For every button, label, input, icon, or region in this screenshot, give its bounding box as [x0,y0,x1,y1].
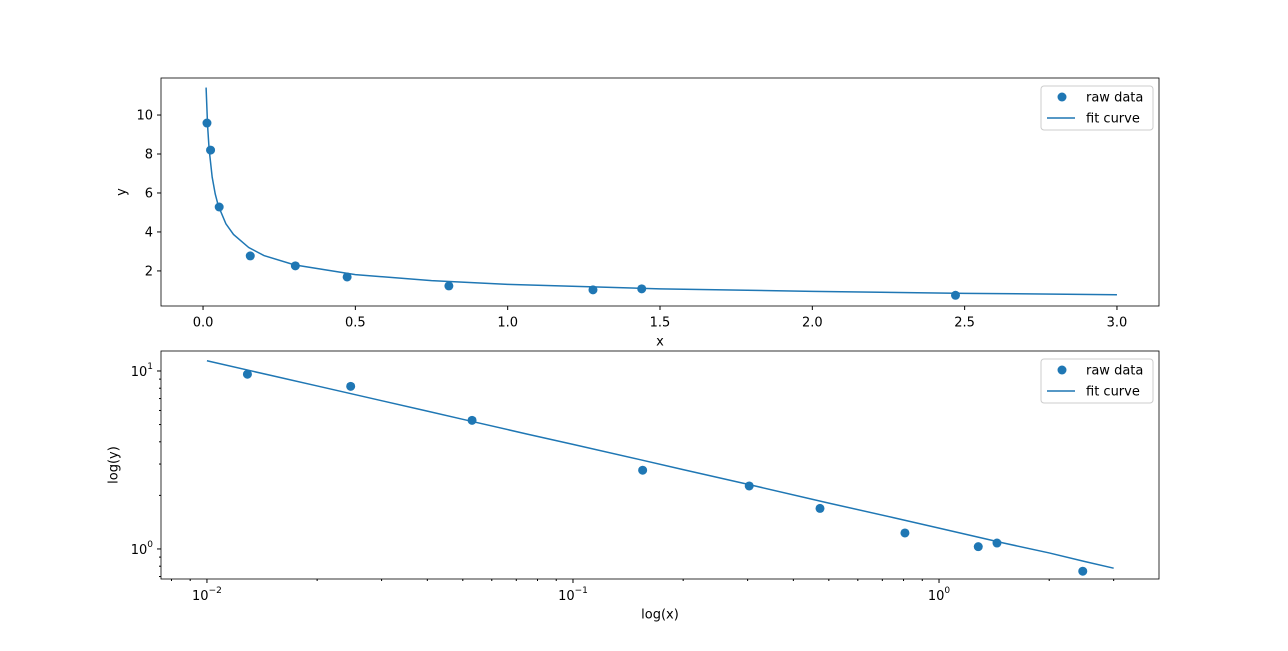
legend-label: raw data [1086,91,1143,106]
x-tick-label: 10−1 [558,586,588,604]
y-tick-label: 4 [145,225,153,240]
y-tick-label: 2 [145,264,153,279]
y-tick-label: 6 [145,186,153,201]
data-point [290,261,300,271]
y-axis-label: log(y) [107,446,122,484]
data-point [992,538,1002,548]
legend-label: fit curve [1086,112,1140,127]
x-axis-label: x [656,335,664,350]
data-point [951,290,961,300]
y-tick-label: 10 [136,109,153,124]
axes-frame [160,77,1160,307]
data-point [1078,566,1088,576]
data-point [444,281,454,291]
plot-area [206,360,1114,576]
x-tick-label: 1.0 [497,316,518,331]
legend: raw data fit curve [1040,358,1154,404]
fit-line [205,87,1117,296]
legend-box [1040,85,1154,131]
x-tick-label: 2.0 [802,316,823,331]
chart: 0.0 0.5 1.0 1.5 2.0 2.5 3.0 2 4 6 8 10 x y raw data fit… [115,77,1160,350]
chart: 10−2 10−1 100 100 101 log(x) log(y) raw data fit… [107,350,1160,623]
data-point [206,145,216,155]
legend-swatch [1057,92,1067,102]
data-point [638,465,648,475]
axes-frame [160,350,1160,580]
x-axis-label: log(x) [641,608,679,623]
x-tick-label: 3.0 [1107,316,1128,331]
legend-label: fit curve [1086,385,1140,400]
y-tick-label: 8 [145,148,153,163]
legend: raw data fit curve [1040,85,1154,131]
fit-line [206,360,1114,569]
data-point [242,369,252,379]
x-tick-label: 100 [928,586,951,604]
data-point [245,251,255,261]
x-tick-label: 0.0 [193,316,214,331]
y-axis-label: y [115,188,130,196]
x-tick-label: 2.5 [954,316,975,331]
y-tick-label: 100 [131,539,154,557]
x-tick-label: 0.5 [345,316,366,331]
data-point [342,272,352,282]
data-point [973,542,983,552]
plot-area [202,87,1117,300]
x-tick-label: 1.5 [650,316,671,331]
data-point [346,381,356,391]
legend-box [1040,358,1154,404]
data-point [900,528,910,538]
y-tick-label: 101 [131,361,153,379]
data-point [815,503,825,513]
x-tick-label: 10−2 [192,586,222,604]
legend-swatch [1057,365,1067,375]
legend-label: raw data [1086,364,1143,379]
